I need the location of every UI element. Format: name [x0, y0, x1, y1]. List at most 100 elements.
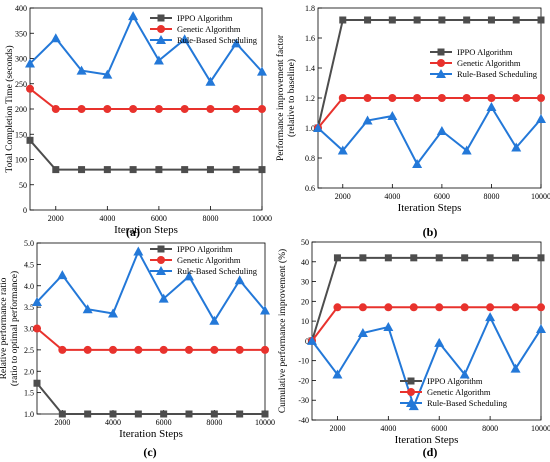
data-point [333, 303, 342, 312]
series-line [36, 382, 265, 415]
data-point [103, 166, 111, 174]
data-point [205, 76, 216, 86]
legend-marker [157, 256, 165, 264]
legend-label: Genetic Algorithm [177, 255, 241, 265]
data-point [435, 303, 444, 312]
legend-marker [157, 14, 165, 22]
panel-label: (c) [143, 445, 156, 459]
data-point [460, 303, 469, 312]
series-rule-based-scheduling [32, 246, 270, 325]
legend-marker [436, 69, 446, 78]
series-genetic-algorithm [26, 84, 266, 113]
data-point [339, 16, 347, 24]
series-ippo-algorithm [308, 254, 545, 345]
data-point [512, 94, 521, 102]
data-point [184, 271, 194, 281]
data-point [33, 324, 41, 333]
y-tick-label: -30 [298, 396, 309, 405]
data-point [179, 34, 190, 44]
data-point [409, 303, 418, 312]
y-tick-label: 4.5 [24, 260, 34, 269]
data-point [388, 94, 397, 102]
y-tick-label: 3.5 [24, 303, 34, 312]
data-point [58, 345, 67, 354]
series-genetic-algorithm [33, 324, 269, 354]
data-point [52, 166, 60, 174]
data-point [26, 136, 34, 144]
x-tick-label: 8000 [202, 214, 218, 223]
y-axis-label: Total Completion Time (seconds) [4, 45, 15, 172]
data-point [384, 303, 393, 312]
data-point [258, 166, 266, 174]
data-point [180, 105, 189, 113]
data-point [234, 275, 245, 285]
series-genetic-algorithm [308, 303, 545, 345]
data-point [210, 345, 219, 354]
y-tick-label: 250 [15, 80, 27, 89]
legend-marker [157, 245, 165, 253]
data-point [51, 105, 60, 113]
x-tick-label: 2000 [48, 214, 64, 223]
y-tick-label: 100 [15, 156, 27, 165]
y-tick-label: 30 [301, 278, 309, 287]
y-tick-label: 40 [301, 258, 309, 267]
y-tick-label: 50 [19, 181, 27, 190]
y-axis-label: (relative to baseline) [286, 59, 297, 137]
data-point [388, 16, 396, 24]
x-tick-label: 6000 [434, 192, 450, 201]
series-line [311, 314, 542, 410]
data-point [485, 312, 496, 322]
data-point [436, 126, 447, 135]
y-tick-label: 3.0 [24, 325, 34, 334]
data-point [438, 16, 446, 24]
y-tick-label: 0 [23, 206, 27, 215]
data-point [537, 303, 545, 312]
data-point [363, 94, 372, 102]
y-tick-label: 1.0 [24, 410, 34, 419]
data-point [103, 105, 112, 113]
y-tick-label: -10 [298, 357, 309, 366]
x-tick-label: 10000 [531, 424, 550, 433]
x-tick-label: 6000 [151, 214, 167, 223]
x-axis-label: Iteration Steps [398, 202, 462, 214]
data-point [129, 105, 138, 113]
data-point [76, 65, 87, 75]
legend-label: IPPO Algorithm [457, 47, 513, 57]
data-point [83, 345, 92, 354]
data-point [134, 410, 142, 418]
data-point [384, 254, 392, 262]
x-axis-label: Iteration Steps [119, 428, 183, 440]
data-point [510, 363, 521, 373]
x-tick-label: 6000 [431, 424, 447, 433]
y-tick-label: 1.6 [305, 34, 315, 43]
data-point [536, 324, 546, 334]
data-point [210, 410, 218, 418]
data-point [512, 254, 520, 262]
data-point [33, 379, 41, 387]
chart-panel-c: 1.0 1.5 2.0 2.5 3.0 3.5 4.0 4.5 5.0 2000 4000 6000 8… [0, 239, 275, 459]
x-axis-label: Iteration Steps [395, 434, 459, 446]
data-point [154, 105, 163, 113]
data-point [159, 345, 168, 354]
data-point [486, 102, 497, 111]
data-point [155, 166, 163, 174]
data-point [358, 303, 367, 312]
y-tick-label: 5.0 [24, 239, 34, 248]
data-point [536, 114, 546, 123]
x-tick-label: 2000 [329, 424, 345, 433]
x-tick-label: 10000 [531, 192, 550, 201]
data-point [487, 16, 495, 24]
data-point [487, 94, 496, 102]
legend-label: Rule-Based Scheduling [427, 398, 508, 408]
data-point [434, 337, 445, 347]
data-point [435, 254, 443, 262]
data-point [359, 254, 367, 262]
data-point [206, 166, 214, 174]
data-point [78, 166, 86, 174]
legend-marker [437, 48, 445, 56]
data-point [257, 66, 267, 76]
series-line [36, 249, 266, 323]
